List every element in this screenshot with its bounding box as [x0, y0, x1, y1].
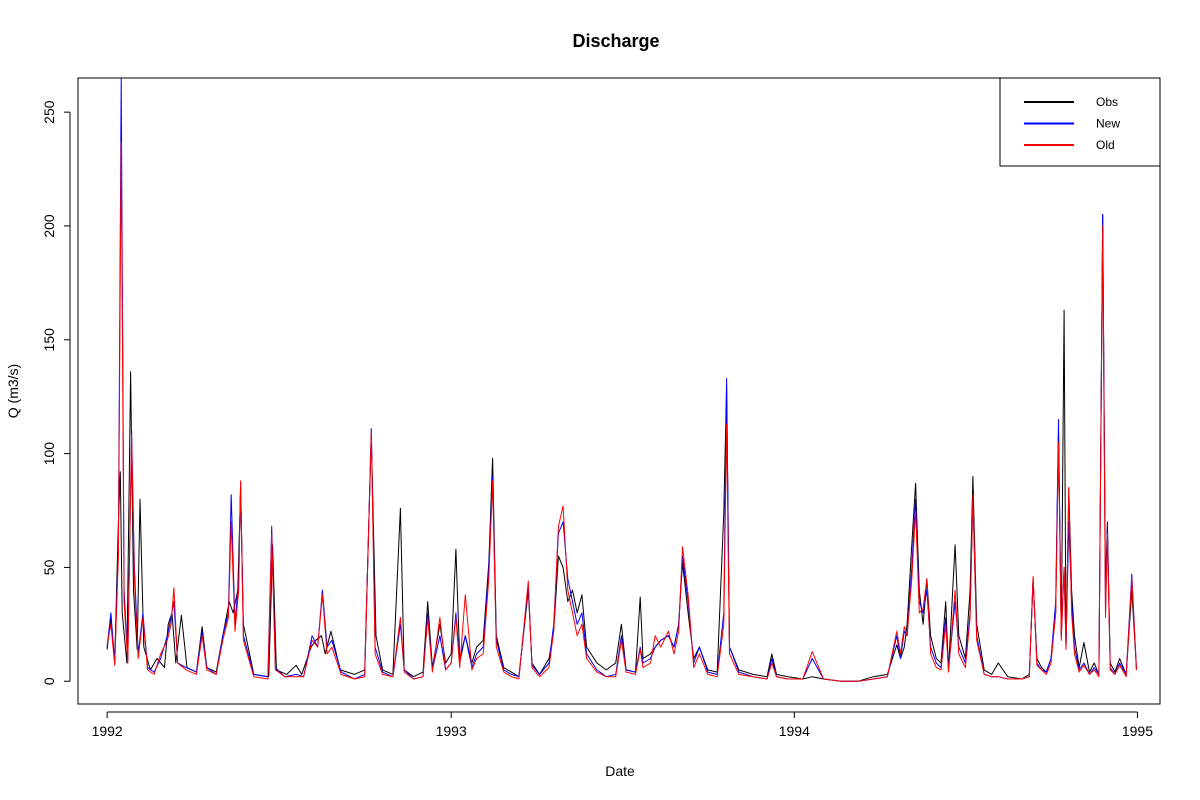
plot-frame — [77, 77, 1161, 705]
y-tick-label: 100 — [41, 442, 57, 466]
plot-lines — [106, 77, 1137, 682]
x-axis-label: Date — [605, 763, 635, 779]
x-axis: 1992 1993 1994 1995 — [92, 711, 1153, 739]
legend-label-new: New — [1096, 117, 1120, 131]
chart-title: Discharge — [572, 31, 659, 51]
legend-label-obs: Obs — [1096, 95, 1118, 109]
series-line-old — [106, 141, 1137, 682]
x-tick-label: 1995 — [1122, 723, 1153, 739]
legend-box — [999, 77, 1161, 167]
x-tick-label: 1994 — [779, 723, 810, 739]
y-tick-label: 250 — [41, 100, 57, 124]
y-axis: 0 50 100 150 200 250 — [41, 100, 71, 685]
legend: Obs New Old — [999, 77, 1161, 167]
y-axis-label: Q (m3/s) — [5, 364, 21, 418]
y-tick-label: 200 — [41, 214, 57, 238]
y-tick-label: 150 — [41, 328, 57, 352]
legend-label-old: Old — [1096, 138, 1115, 152]
y-tick-label: 0 — [41, 677, 57, 685]
x-tick-label: 1993 — [436, 723, 467, 739]
x-tick-label: 1992 — [92, 723, 123, 739]
y-tick-label: 50 — [41, 559, 57, 575]
